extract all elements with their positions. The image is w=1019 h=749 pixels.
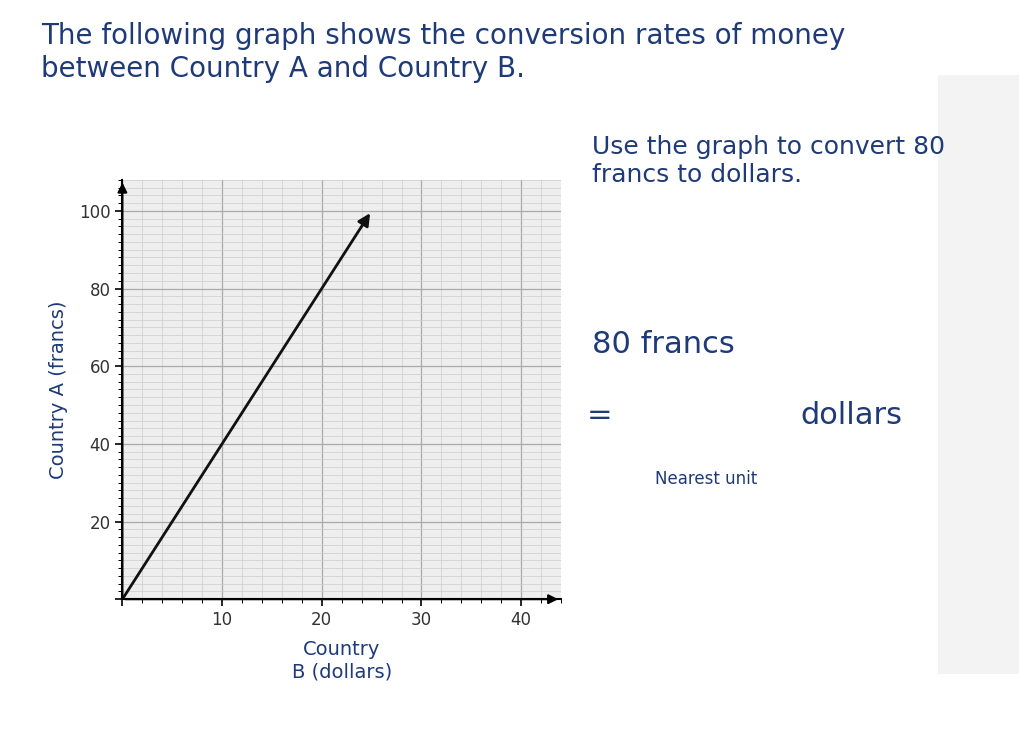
Text: 80 francs: 80 francs <box>591 330 734 359</box>
Y-axis label: Country A (francs): Country A (francs) <box>49 300 68 479</box>
Text: The following graph shows the conversion rates of money
between Country A and Co: The following graph shows the conversion… <box>41 22 844 83</box>
Text: Use the graph to convert 80
francs to dollars.: Use the graph to convert 80 francs to do… <box>591 135 944 187</box>
Text: Nearest unit: Nearest unit <box>654 470 757 488</box>
Text: =: = <box>586 401 611 430</box>
Text: dollars: dollars <box>800 401 902 430</box>
X-axis label: Country
B (dollars): Country B (dollars) <box>291 640 391 681</box>
FancyBboxPatch shape <box>615 371 796 464</box>
FancyBboxPatch shape <box>907 0 1019 749</box>
